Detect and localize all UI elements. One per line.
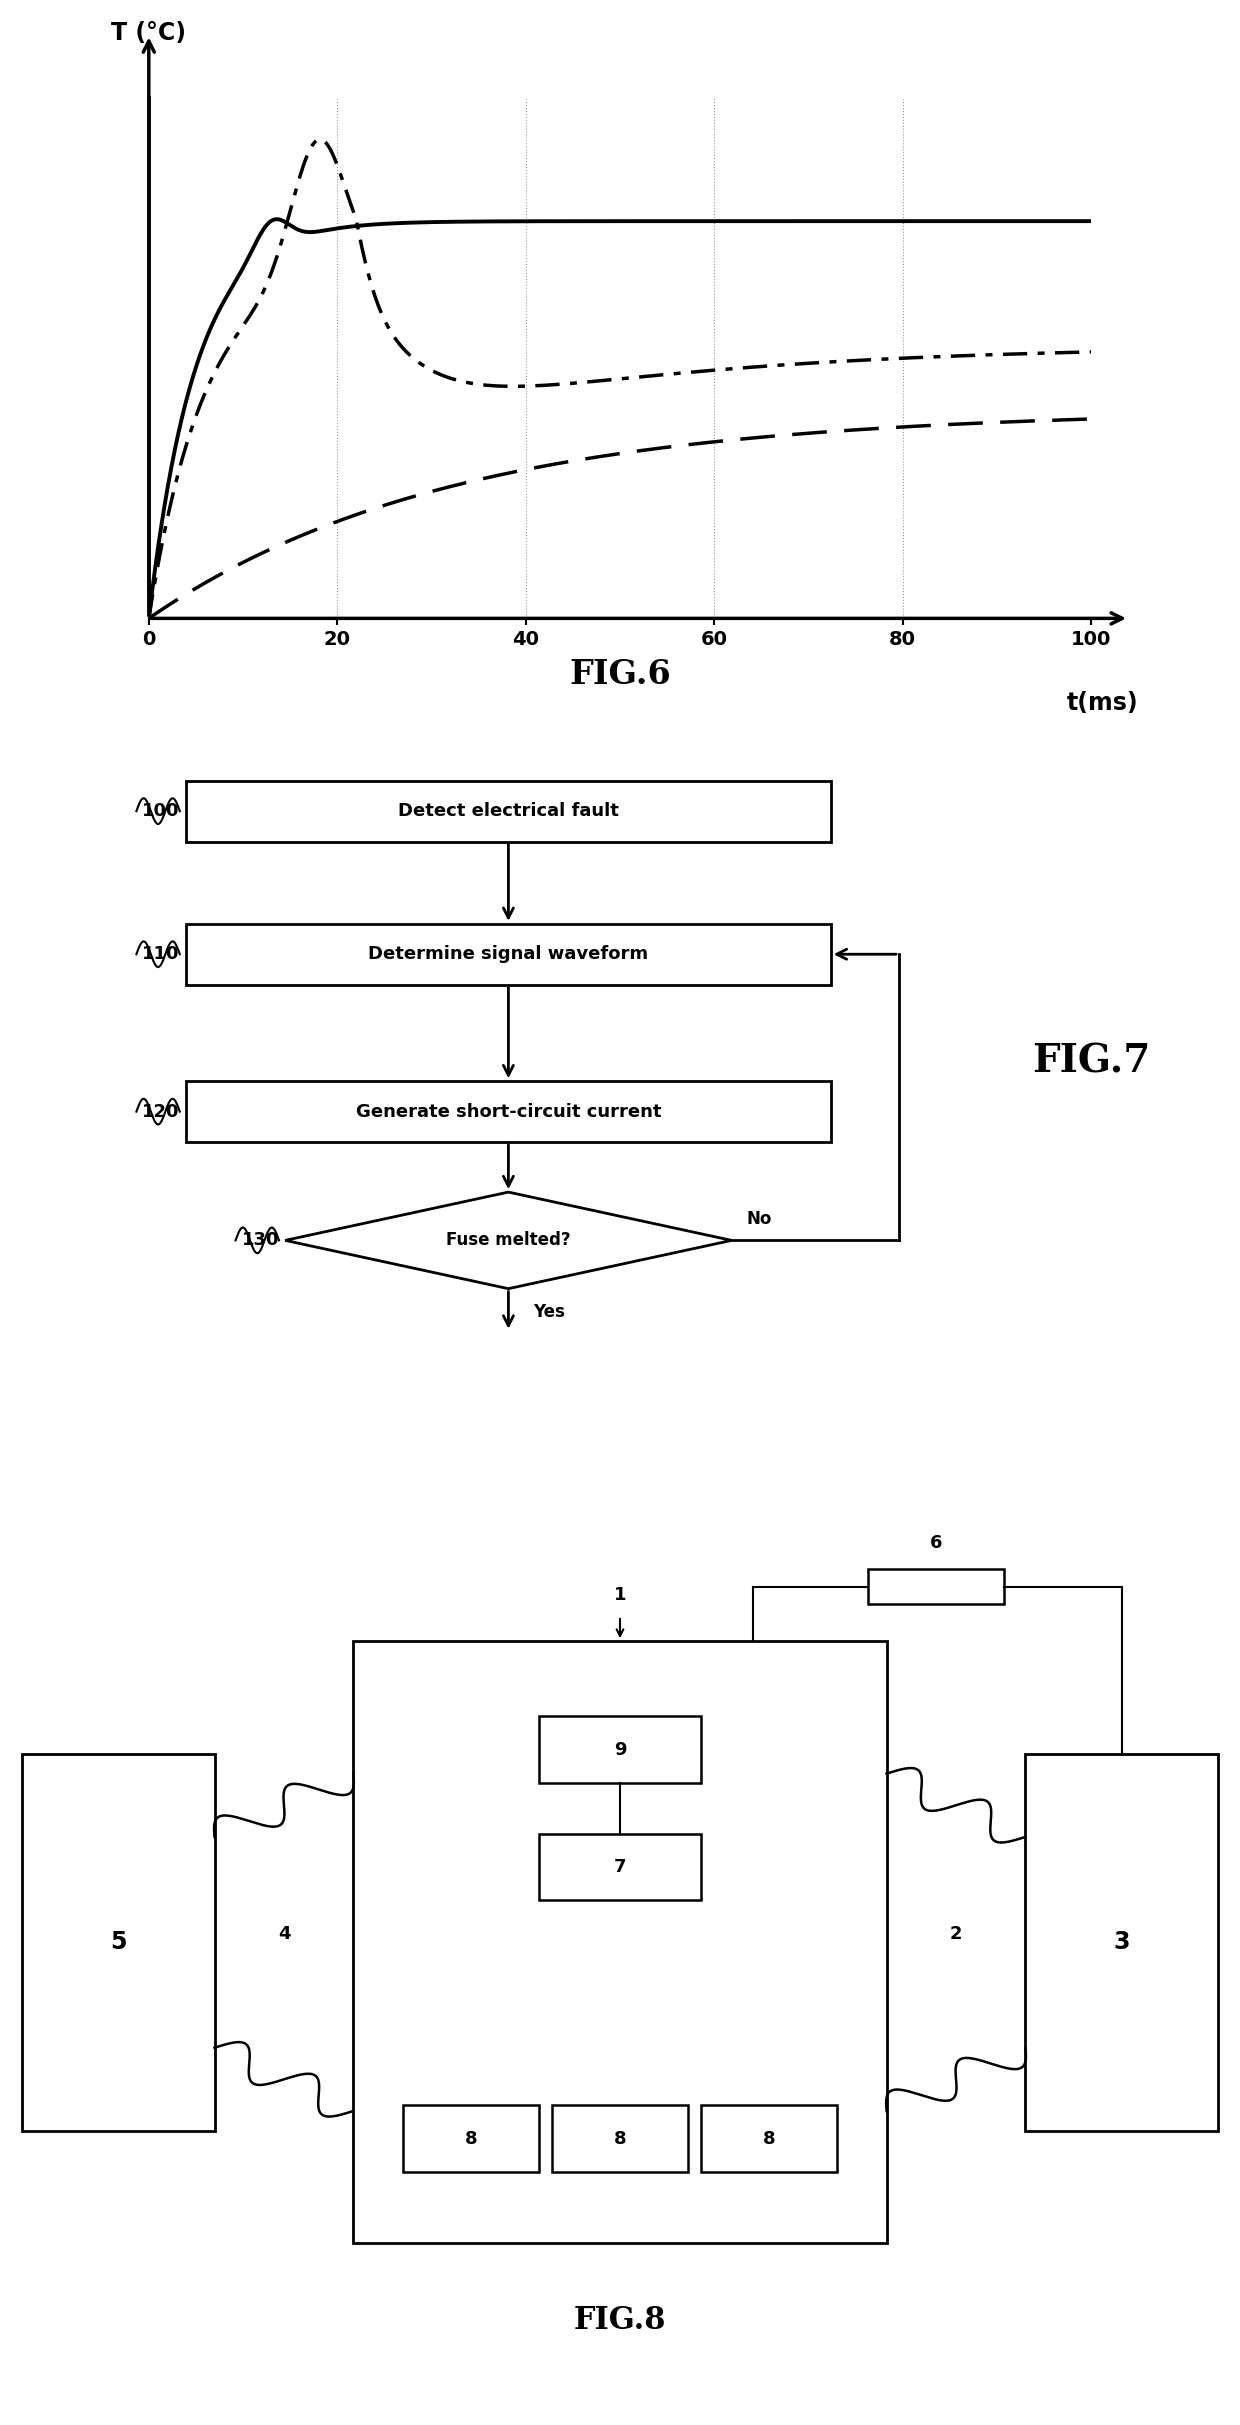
Text: FIG.7: FIG.7	[1032, 1043, 1151, 1082]
FancyBboxPatch shape	[186, 924, 831, 985]
Text: T (°C): T (°C)	[112, 22, 186, 46]
FancyBboxPatch shape	[22, 1753, 215, 2132]
Text: 4: 4	[278, 1925, 290, 1942]
FancyBboxPatch shape	[1025, 1753, 1218, 2132]
Text: 130: 130	[242, 1232, 279, 1249]
FancyBboxPatch shape	[403, 2105, 539, 2173]
FancyBboxPatch shape	[701, 2105, 837, 2173]
Text: FIG.6: FIG.6	[569, 657, 671, 691]
Text: Determine signal waveform: Determine signal waveform	[368, 946, 649, 963]
Text: 110: 110	[143, 946, 180, 963]
Text: 8: 8	[614, 2129, 626, 2149]
Text: No: No	[746, 1210, 771, 1227]
FancyBboxPatch shape	[186, 1082, 831, 1142]
Text: t(ms): t(ms)	[1066, 691, 1138, 715]
Text: 100: 100	[143, 803, 180, 820]
FancyBboxPatch shape	[539, 1833, 701, 1901]
FancyBboxPatch shape	[539, 1717, 701, 1782]
FancyBboxPatch shape	[353, 1642, 887, 2243]
FancyBboxPatch shape	[552, 2105, 688, 2173]
Text: FIG.8: FIG.8	[574, 2304, 666, 2335]
FancyBboxPatch shape	[868, 1569, 1004, 1605]
Text: 5: 5	[110, 1930, 126, 1955]
Text: 8: 8	[763, 2129, 775, 2149]
FancyBboxPatch shape	[186, 781, 831, 841]
Text: Generate short-circuit current: Generate short-circuit current	[356, 1103, 661, 1120]
Text: 7: 7	[614, 1858, 626, 1877]
Polygon shape	[285, 1193, 732, 1288]
Text: 9: 9	[614, 1741, 626, 1758]
Text: 6: 6	[930, 1533, 942, 1552]
Text: 120: 120	[143, 1103, 180, 1120]
Text: Detect electrical fault: Detect electrical fault	[398, 803, 619, 820]
Text: 1: 1	[614, 1586, 626, 1603]
Text: Yes: Yes	[533, 1302, 565, 1322]
Text: Fuse melted?: Fuse melted?	[446, 1232, 570, 1249]
Text: 3: 3	[1114, 1930, 1130, 1955]
Text: 8: 8	[465, 2129, 477, 2149]
Text: 2: 2	[950, 1925, 962, 1942]
